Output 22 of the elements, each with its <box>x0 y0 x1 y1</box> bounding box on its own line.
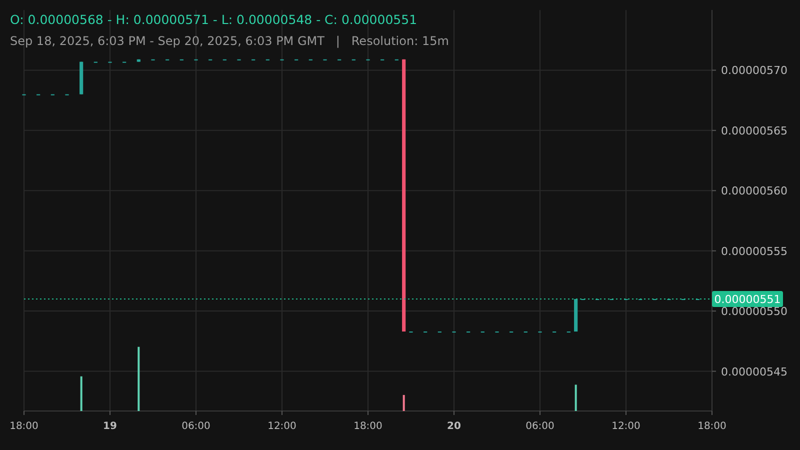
x-tick-label: 12:00 <box>612 421 640 432</box>
bar <box>138 346 140 411</box>
y-tick-label: 0.00000545 <box>721 365 788 378</box>
y-tick-label: 0.00000570 <box>721 64 788 78</box>
x-tick-label: 19 <box>103 421 117 432</box>
x-tick-label: 18:00 <box>10 421 38 432</box>
x-tick-label: 18:00 <box>354 421 382 432</box>
x-tick-label: 06:00 <box>526 421 554 432</box>
bar <box>574 384 577 411</box>
x-tick-label: 20 <box>447 421 461 432</box>
y-tick-label: 0.00000560 <box>721 184 788 198</box>
bar <box>80 376 82 411</box>
x-tick-label: 18:00 <box>698 421 726 432</box>
y-tick-label: 0.00000565 <box>721 124 788 138</box>
y-tick-label: 0.00000550 <box>721 305 788 318</box>
y-tick-label: 0.00000555 <box>721 244 788 258</box>
bar <box>402 394 405 411</box>
text: Sep 18, 2025, 6:03 PM - Sep 20, 2025, 6:03 PM GMT | Resolution: 15m <box>10 34 449 48</box>
ref-line-label: 0.00000551 <box>714 293 781 306</box>
chart-title: O: 0.00000568 - H: 0.00000571 - L: 0.00000548 - C: 0.00000551 <box>10 12 418 27</box>
x-tick-label: 12:00 <box>268 421 296 432</box>
x-tick-label: 06:00 <box>182 421 210 432</box>
